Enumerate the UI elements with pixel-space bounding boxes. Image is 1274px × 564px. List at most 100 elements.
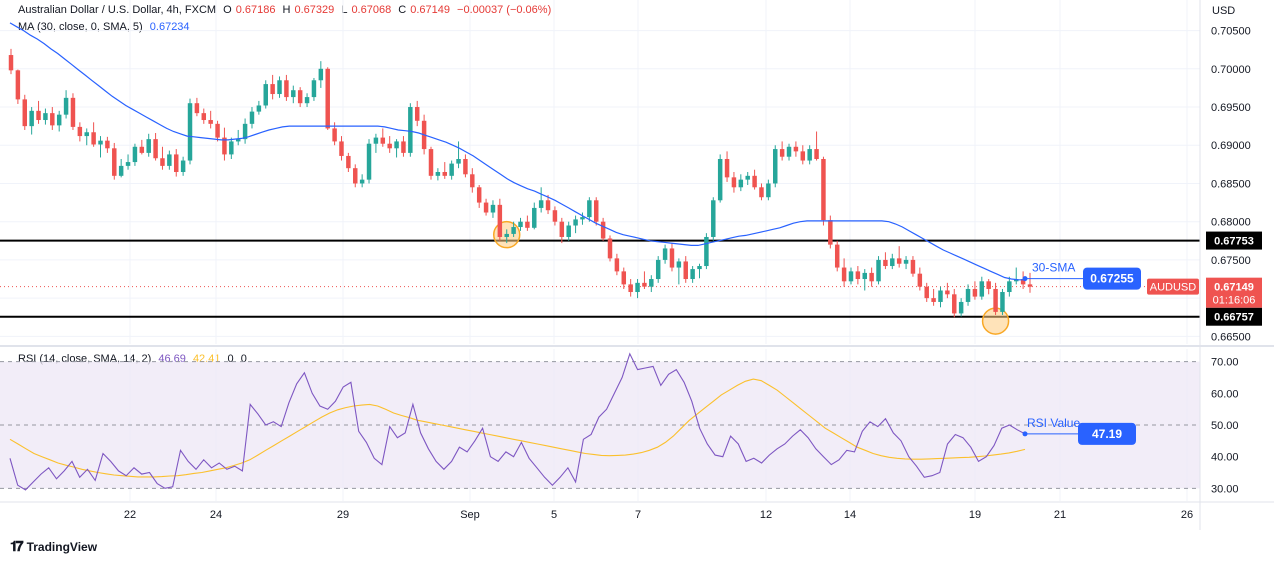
- candle-body: [112, 148, 117, 176]
- candle-body: [1000, 292, 1005, 312]
- ma-legend[interactable]: MA (30, close, 0, SMA, 5) 0.67234: [18, 21, 194, 33]
- candle: [649, 275, 654, 293]
- candle-body: [490, 204, 496, 213]
- time-tick-label: 29: [337, 509, 349, 521]
- candle-body: [146, 139, 151, 153]
- candle-body: [717, 159, 723, 201]
- candle-body: [208, 120, 213, 124]
- sma-value-text: 0.67255: [1090, 272, 1134, 286]
- candle: [752, 169, 757, 190]
- candle-body: [993, 288, 998, 312]
- candle: [683, 256, 688, 283]
- candle: [291, 85, 296, 104]
- rsi-legend-extra-1: 0: [227, 353, 234, 365]
- resistance-tag-text: 0.67753: [1214, 236, 1254, 248]
- candle: [394, 139, 399, 158]
- symbol-tag-text: AUDUSD: [1150, 282, 1197, 294]
- candle: [77, 122, 83, 142]
- candle-body: [793, 146, 799, 152]
- candle: [118, 159, 124, 178]
- candle: [642, 271, 647, 289]
- candle-body: [511, 227, 516, 234]
- price-tags: 0.67753 0.66757 AUDUSD 0.67149 01:16:06: [1147, 231, 1262, 326]
- candle: [428, 146, 434, 180]
- candle-body: [304, 97, 310, 104]
- candle-body: [834, 244, 840, 268]
- candle: [408, 103, 413, 157]
- candle: [848, 267, 854, 285]
- candle: [112, 142, 117, 180]
- candle: [538, 187, 544, 213]
- rsi-tick-label: 40.00: [1211, 452, 1239, 464]
- candle: [304, 93, 310, 108]
- candle-body: [373, 137, 379, 144]
- candle-body: [745, 175, 750, 180]
- candle-body: [896, 258, 902, 264]
- tradingview-logo[interactable]: 𝟏𝟕 TradingView: [10, 538, 97, 555]
- candle: [607, 235, 613, 262]
- rsi-axis[interactable]: 70.00 60.00 50.00 40.00 30.00: [1211, 357, 1239, 496]
- candle: [353, 164, 358, 188]
- candle-body: [903, 259, 909, 264]
- candle: [98, 136, 103, 158]
- candle: [229, 137, 234, 160]
- candle-body: [359, 179, 365, 184]
- candle: [105, 136, 110, 153]
- time-tick-label: 7: [635, 509, 641, 521]
- callouts: 30-SMA 0.67255 RSI Value 47.19: [1022, 261, 1141, 445]
- rsi-annotation-label: RSI Value: [1027, 416, 1080, 430]
- candle-body: [339, 141, 344, 156]
- candle-body: [497, 204, 503, 237]
- candle-body: [800, 151, 806, 161]
- candle: [1000, 288, 1005, 315]
- candle: [711, 197, 716, 241]
- candle: [724, 151, 730, 182]
- candle: [697, 263, 702, 279]
- candle: [862, 269, 867, 291]
- candle: [704, 233, 709, 270]
- candle: [587, 197, 592, 222]
- rsi-pointer-dot: [1022, 431, 1028, 437]
- candle: [201, 108, 207, 124]
- time-axis[interactable]: 22 24 29 Sep 5 7 12 14 19 21 26: [124, 509, 1193, 521]
- rsi-tick-label: 30.00: [1211, 483, 1239, 495]
- candle: [628, 279, 633, 297]
- high-value: 0.67329: [294, 4, 335, 16]
- candle-body: [931, 298, 936, 302]
- candle-body: [277, 80, 282, 95]
- open-value: 0.67186: [235, 4, 276, 16]
- candles[interactable]: [8, 48, 1033, 318]
- candle-body: [518, 221, 523, 228]
- candle-body: [855, 271, 861, 280]
- candle-body: [883, 259, 888, 267]
- candle-body: [786, 146, 792, 157]
- candle-body: [628, 284, 633, 293]
- time-tick-label: 19: [969, 509, 981, 521]
- candle-body: [724, 159, 730, 178]
- candle-body: [669, 248, 675, 268]
- candle: [194, 97, 200, 117]
- last-price-tag-text: 0.67149: [1214, 282, 1254, 294]
- candle-body: [118, 165, 124, 176]
- candle: [167, 150, 172, 170]
- rsi-tick-label: 70.00: [1211, 357, 1239, 369]
- price-tick-label: 0.70500: [1211, 26, 1251, 38]
- candle-body: [160, 158, 165, 166]
- candle: [869, 267, 874, 287]
- candle-body: [573, 219, 578, 226]
- candle-body: [394, 141, 399, 149]
- candle-body: [139, 146, 145, 153]
- candle: [766, 179, 771, 201]
- candle: [986, 279, 991, 295]
- candle: [318, 61, 324, 88]
- low-value: 0.67068: [351, 4, 392, 16]
- candle: [297, 87, 303, 108]
- candle: [525, 215, 530, 231]
- candle-body: [174, 154, 179, 172]
- candle: [876, 256, 881, 285]
- candle-body: [442, 172, 448, 176]
- candle-body: [291, 90, 296, 98]
- candle-body: [697, 266, 702, 270]
- bar-countdown: 01:16:06: [1213, 295, 1256, 307]
